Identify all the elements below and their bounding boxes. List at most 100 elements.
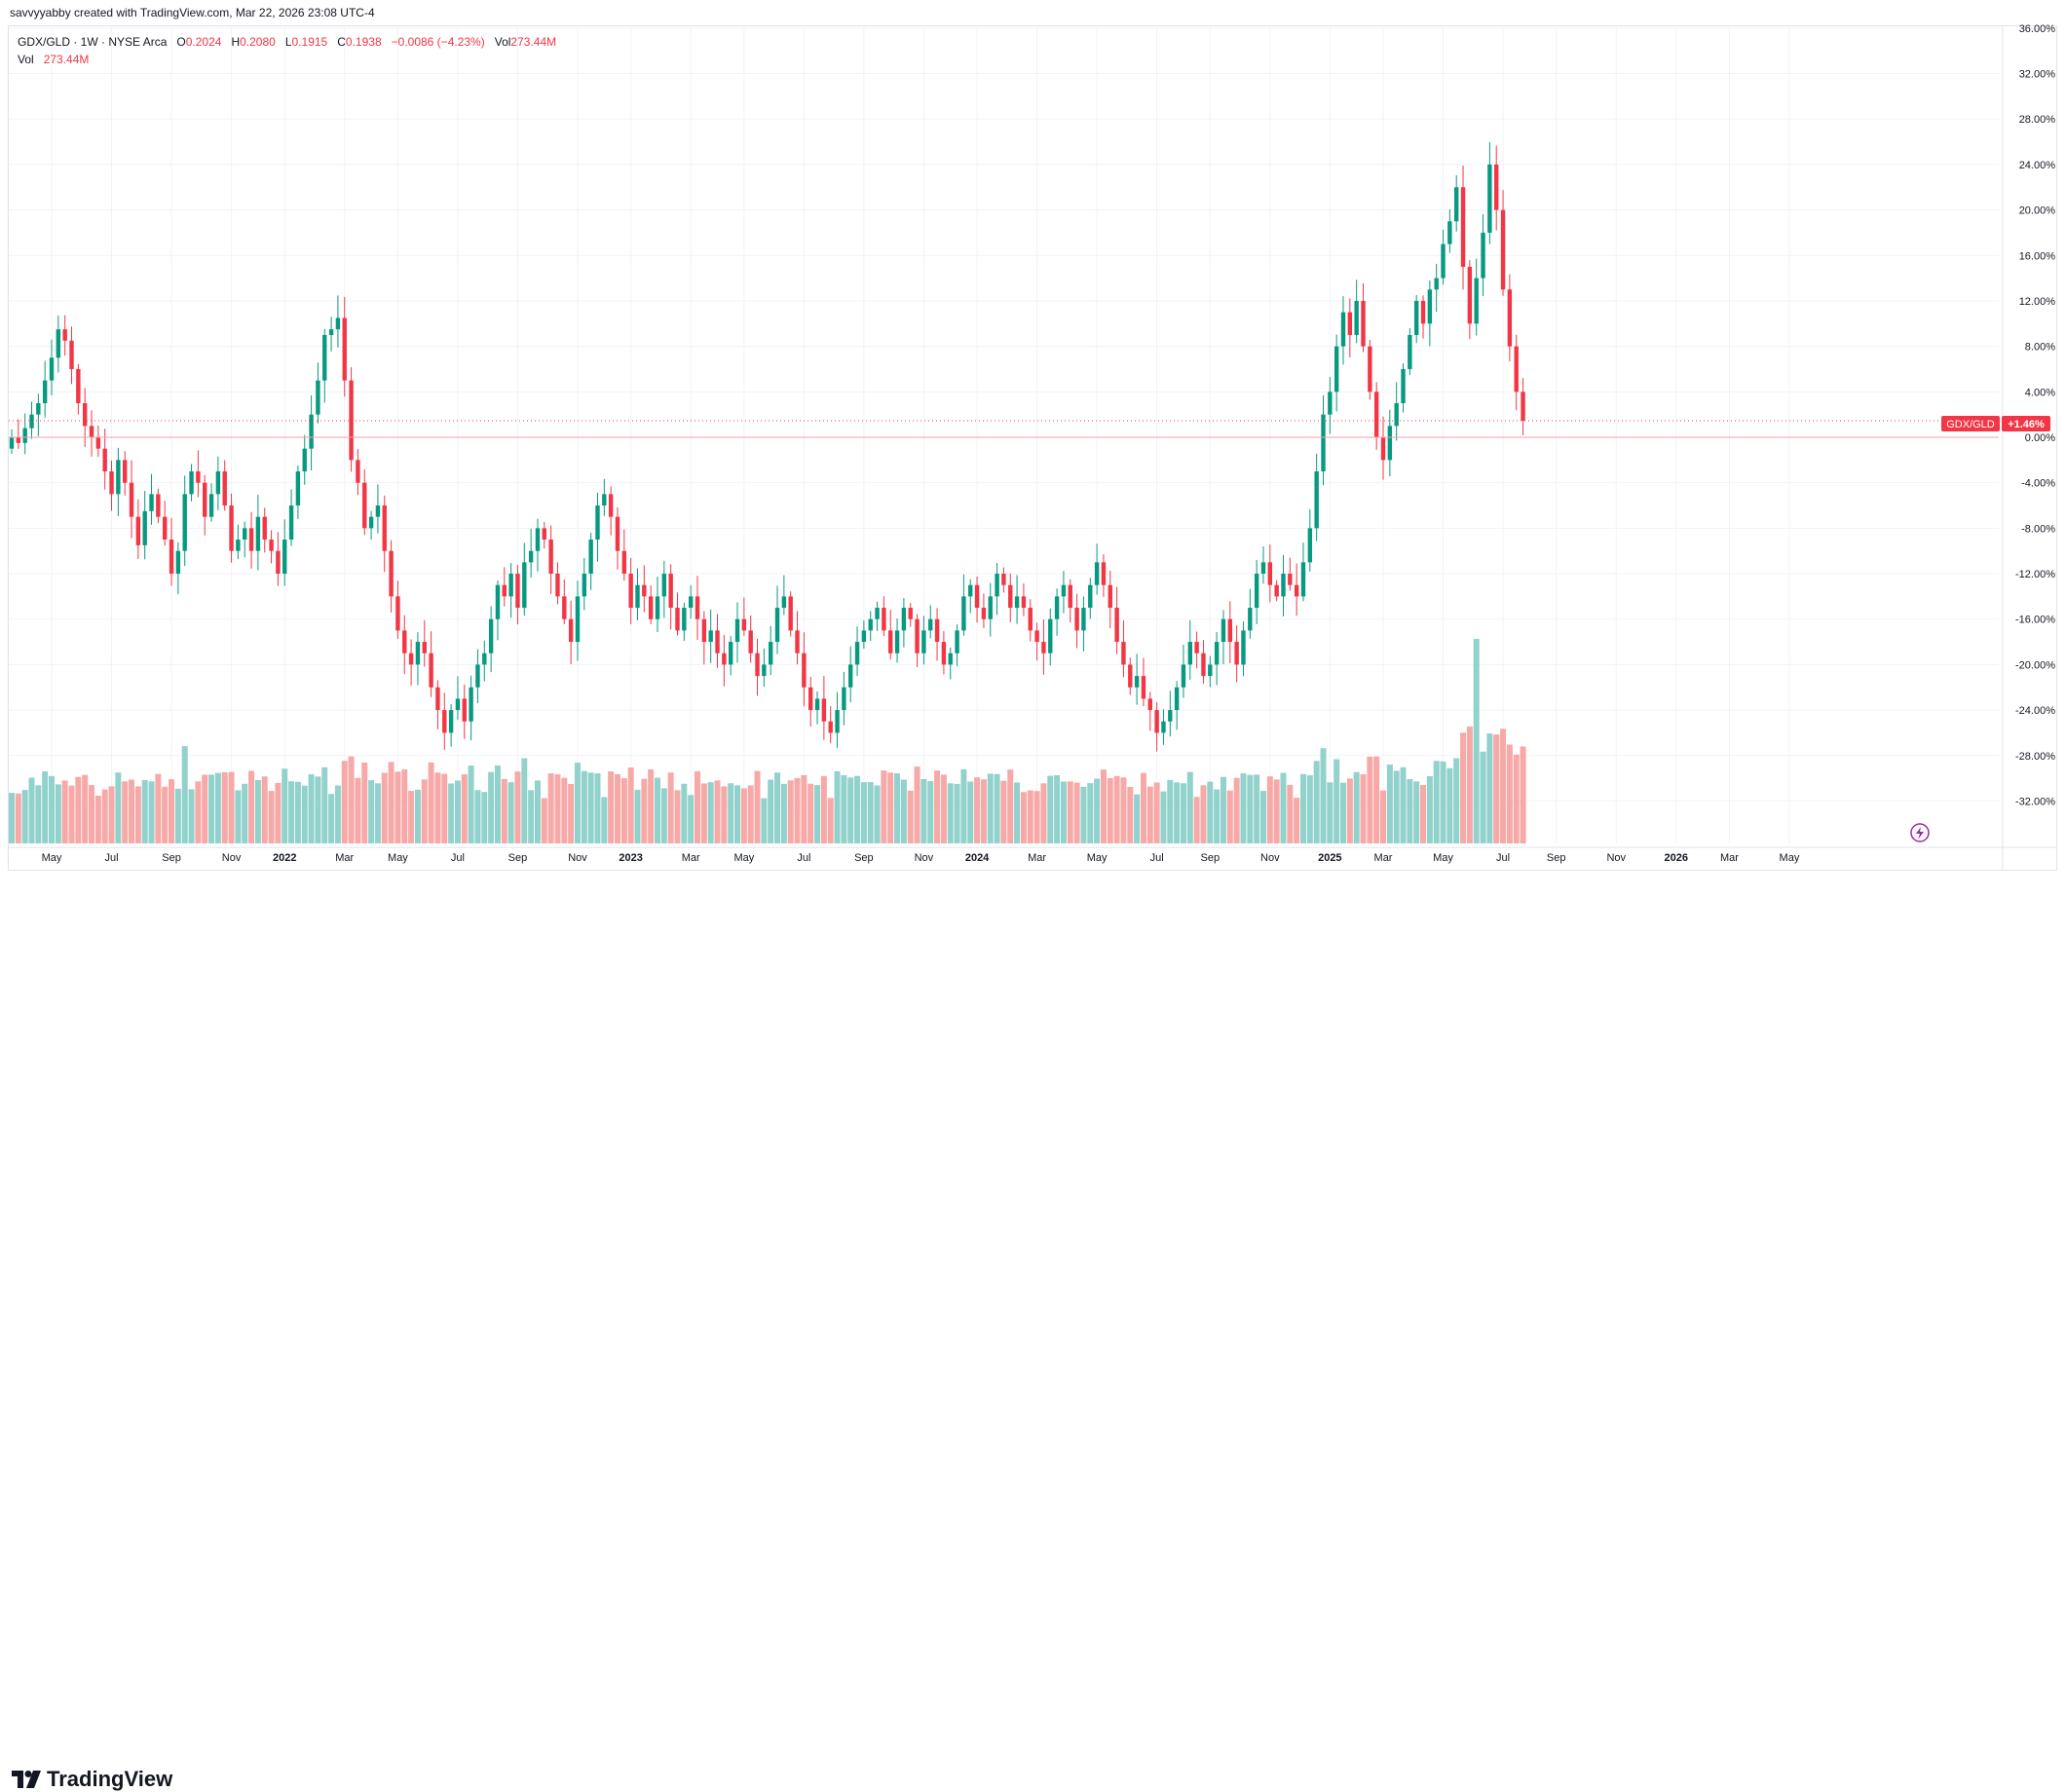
volume-bar-up — [474, 790, 481, 843]
legend-symbol[interactable]: GDX/GLD · 1W · NYSE Arca — [18, 35, 168, 49]
candle-body-down — [1368, 346, 1372, 392]
candle-body-up — [1260, 562, 1266, 575]
candle-body-up — [875, 608, 880, 619]
volume-bar-down — [89, 785, 95, 843]
volume-bar-down — [1346, 778, 1353, 843]
price-tag: GDX/GLD +1.46% — [1941, 416, 2050, 431]
candle-body-up — [322, 334, 327, 381]
candle-body-up — [375, 505, 381, 517]
candle-body-up — [901, 608, 907, 631]
volume-bar-down — [348, 756, 355, 843]
candle-body-up — [995, 574, 999, 597]
volume-bar-up — [468, 765, 474, 843]
volume-bar-up — [847, 777, 854, 843]
candle-body-up — [1408, 334, 1412, 369]
volume-bar-up — [1134, 794, 1141, 843]
volume-bar-up — [321, 766, 328, 843]
chart-lines — [9, 25, 2057, 871]
candle-body-down — [169, 540, 174, 575]
y-tick-label: 12.00% — [2019, 296, 2056, 308]
volume-bar-down — [155, 773, 162, 843]
candle-body-down — [1008, 584, 1013, 609]
candle-body-up — [1174, 687, 1180, 711]
volume-bar-down — [907, 790, 914, 843]
x-tick-label: Jul — [104, 852, 118, 864]
candle-body-up — [302, 448, 307, 472]
candle-body-up — [1014, 596, 1020, 609]
volume-bar-up — [414, 789, 421, 843]
volume-bar-down — [75, 776, 82, 843]
y-tick-label: -12.00% — [2015, 569, 2055, 580]
candle-body-up — [928, 618, 933, 631]
volume-bar-down — [887, 772, 894, 843]
volume-bar-down — [627, 767, 634, 843]
candle-body-up — [535, 528, 541, 551]
volume-bar-up — [1160, 791, 1167, 843]
volume-row-label[interactable]: Vol — [18, 53, 34, 66]
volume-bar-down — [1200, 785, 1207, 843]
price-axis[interactable]: 36.00% 32.00% 28.00% 24.00% 20.00% 16.00% 12.0… — [2015, 23, 2055, 808]
x-tick-label: 2023 — [619, 852, 642, 864]
candle-body-up — [1054, 596, 1060, 619]
volume-bar-down — [514, 771, 521, 843]
time-axis[interactable]: May Jul Sep Nov 2022 Mar May Jul Sep Nov 2023 Mar Ma… — [42, 852, 1800, 864]
candle-body-down — [1101, 562, 1107, 585]
candle-body-up — [1387, 426, 1393, 461]
volume-bar-down — [1040, 783, 1047, 843]
candle-body-up — [781, 596, 787, 609]
candle-body-up — [1048, 618, 1053, 653]
volume-bar-down — [1146, 786, 1153, 843]
candle-body-down — [615, 516, 620, 551]
volume-bar-down — [275, 782, 282, 843]
volume-bar-up — [1313, 761, 1320, 843]
x-tick-label: Mar — [1374, 852, 1393, 864]
volume-bar-down — [1120, 777, 1127, 843]
candle-body-up — [595, 505, 600, 541]
y-tick-label: 4.00% — [2025, 387, 2055, 398]
candle-body-up — [1181, 664, 1186, 688]
candle-body-down — [163, 516, 168, 541]
volume-bar-down — [388, 762, 394, 843]
candle-body-up — [175, 550, 181, 575]
volume-bar-down — [820, 775, 827, 843]
candle-body-down — [1460, 187, 1466, 267]
replay-lightning-icon[interactable] — [1910, 823, 1930, 842]
candle-body-up — [482, 653, 487, 665]
volume-bar-up — [581, 770, 587, 843]
candle-body-up — [42, 380, 48, 403]
candle-body-up — [635, 584, 640, 609]
candle-body-up — [835, 710, 840, 733]
price-tag-symbol-bg — [1941, 416, 2000, 431]
volume-bar-down — [1373, 756, 1380, 843]
x-tick-label: Nov — [568, 852, 587, 864]
price-chart[interactable]: 36.00% 32.00% 28.00% 24.00% 20.00% 16.00% 12.0… — [0, 0, 2066, 877]
volume-bar-up — [1174, 782, 1181, 843]
candle-body-down — [408, 653, 414, 665]
candle-body-down — [628, 574, 633, 609]
volume-bar-up — [1413, 781, 1420, 843]
candle-body-down — [1147, 698, 1152, 711]
candle-body-up — [488, 618, 494, 653]
candle-body-down — [76, 368, 81, 403]
candle-body-up — [1474, 278, 1479, 324]
candle-body-down — [1201, 653, 1206, 677]
volume-bar-up — [660, 788, 667, 843]
candle-body-down — [462, 698, 467, 722]
candle-body-up — [661, 574, 667, 597]
volume-bar-up — [987, 773, 994, 843]
volume-bar-up — [1340, 782, 1346, 843]
volume-bar-down — [1273, 779, 1280, 843]
x-tick-label: Nov — [1260, 852, 1280, 864]
candle-body-up — [1094, 562, 1100, 585]
candle-body-down — [1288, 574, 1293, 585]
tradingview-logo[interactable]: TradingView — [12, 1767, 172, 1792]
candle-body-down — [442, 710, 447, 733]
candle-body-up — [602, 494, 607, 506]
volume-bar-down — [1520, 746, 1526, 843]
volume-bar-down — [361, 762, 368, 843]
candle-body-up — [56, 329, 61, 358]
candle-body-up — [469, 687, 473, 722]
volume-bar-up — [900, 779, 907, 843]
candle-body-up — [1061, 584, 1067, 597]
chart-frame[interactable] — [8, 25, 2057, 871]
